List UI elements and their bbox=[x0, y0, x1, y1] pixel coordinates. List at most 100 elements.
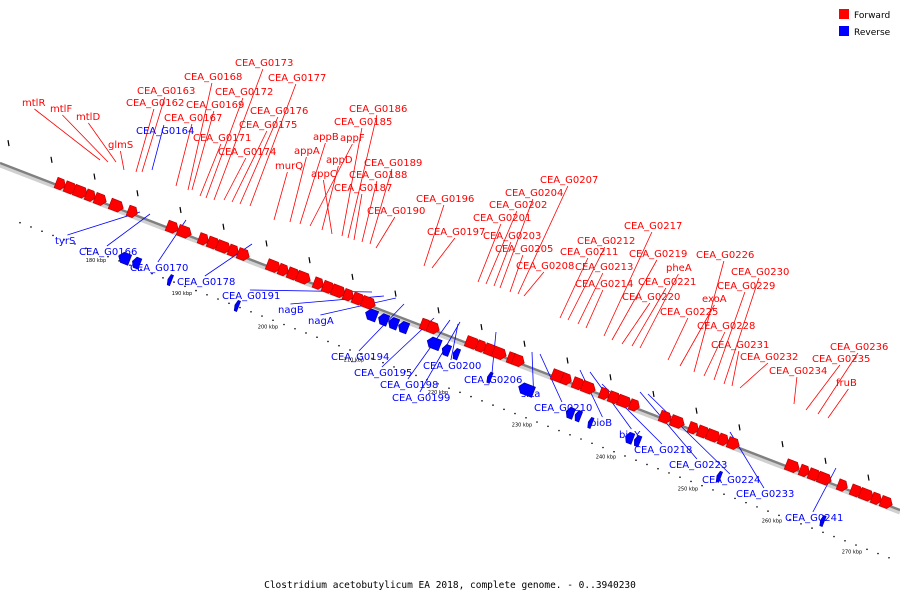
scale-dot bbox=[294, 327, 296, 330]
forward-gene-arrow bbox=[510, 353, 525, 368]
reverse-gene-label: CEA_G0195 bbox=[354, 368, 412, 379]
reverse-gene-label: CEA_G0210 bbox=[534, 403, 592, 414]
guide-dash bbox=[695, 407, 698, 414]
forward-label-leader bbox=[205, 97, 244, 199]
reverse-gene-arrow bbox=[388, 317, 401, 331]
scale-dot bbox=[580, 438, 582, 440]
forward-label-leader bbox=[213, 68, 264, 201]
forward-gene-arrow bbox=[704, 428, 721, 443]
guide-dash bbox=[50, 156, 53, 163]
scale-dot bbox=[382, 361, 384, 364]
reverse-gene-label: srta bbox=[521, 389, 540, 400]
forward-gene-label: CEA_G0162 bbox=[126, 98, 184, 109]
reverse-gene-arrow bbox=[587, 417, 595, 429]
forward-gene-arrow bbox=[329, 283, 346, 299]
reverse-gene-label: CEA_G0194 bbox=[331, 352, 389, 363]
forward-label-leader bbox=[273, 171, 288, 221]
forward-label-leader bbox=[693, 260, 725, 373]
reverse-gene-label: CEA_G0170 bbox=[130, 263, 188, 274]
forward-gene-label: CEA_G0235 bbox=[812, 354, 870, 365]
forward-gene-label: CEA_G0197 bbox=[427, 227, 485, 238]
reverse-gene-arrow bbox=[166, 274, 174, 287]
reverse-label-leader bbox=[647, 393, 731, 475]
scale-dot bbox=[811, 527, 813, 529]
reverse-gene-label: CEA_G0200 bbox=[423, 361, 481, 372]
forward-gene-label: CEA_G0234 bbox=[769, 366, 827, 377]
scale-tick-label: 190 kbp bbox=[172, 291, 192, 297]
forward-label-leader bbox=[191, 110, 215, 191]
scale-dot bbox=[217, 298, 219, 300]
forward-gene-label: CEA_G0204 bbox=[505, 188, 563, 199]
forward-gene-arrow bbox=[797, 463, 810, 478]
scale-dot bbox=[305, 332, 307, 334]
forward-gene-arrow bbox=[857, 487, 874, 502]
scale-dot bbox=[481, 400, 483, 402]
forward-gene-label: mtlF bbox=[50, 104, 72, 115]
forward-gene-arrow bbox=[294, 269, 311, 285]
scale-dot bbox=[723, 493, 725, 495]
scale-dot bbox=[525, 417, 527, 419]
reverse-gene-label: bioB bbox=[590, 418, 612, 429]
forward-gene-arrow bbox=[83, 188, 96, 202]
scale-dot bbox=[195, 289, 197, 292]
scale-dot bbox=[844, 539, 846, 542]
forward-label-leader bbox=[88, 122, 117, 163]
reverse-gene-label: CEA_G0241 bbox=[785, 513, 843, 524]
forward-gene-label: CEA_G0228 bbox=[697, 321, 755, 332]
forward-label-leader bbox=[713, 291, 746, 381]
guide-dash bbox=[136, 190, 139, 197]
forward-gene-label: CEA_G0225 bbox=[660, 307, 718, 318]
scale-dot bbox=[316, 336, 318, 339]
forward-label-leader bbox=[431, 237, 456, 269]
forward-gene-arrow bbox=[686, 421, 699, 435]
forward-gene-label: CEA_G0202 bbox=[489, 200, 547, 211]
forward-gene-label: exoA bbox=[702, 294, 727, 305]
forward-gene-arrow bbox=[597, 386, 610, 401]
forward-gene-label: appA bbox=[294, 146, 320, 157]
forward-gene-label: mtlR bbox=[22, 98, 45, 109]
forward-gene-arrow bbox=[627, 398, 640, 412]
scale-dot bbox=[261, 315, 263, 317]
forward-gene-arrow bbox=[615, 393, 632, 409]
scale-tick-label: 250 kbp bbox=[678, 486, 698, 492]
forward-label-leader bbox=[135, 108, 155, 173]
forward-gene-arrow bbox=[276, 262, 289, 277]
forward-gene-label: appC bbox=[311, 169, 337, 180]
reverse-gene-arrow bbox=[452, 347, 462, 361]
reverse-label-leader bbox=[151, 124, 165, 171]
forward-gene-label: CEA_G0176 bbox=[250, 106, 308, 117]
reverse-gene-arrow bbox=[365, 308, 380, 323]
forward-label-leader bbox=[703, 331, 726, 377]
forward-gene-label: CEA_G0219 bbox=[629, 249, 687, 260]
forward-gene-arrow bbox=[559, 372, 572, 386]
forward-label-leader bbox=[120, 150, 125, 171]
scale-dot bbox=[822, 531, 824, 534]
scale-dot bbox=[448, 387, 450, 389]
forward-gene-arrow bbox=[71, 183, 88, 199]
scale-dot bbox=[206, 294, 208, 296]
reverse-gene-label: tyrS bbox=[55, 236, 75, 247]
reverse-gene-arrow bbox=[574, 410, 584, 423]
reverse-gene-label: CEA_G0224 bbox=[702, 475, 760, 486]
scale-dot bbox=[52, 234, 54, 237]
scale-dot bbox=[734, 497, 736, 500]
guide-dash bbox=[7, 140, 10, 147]
guide-dash bbox=[265, 240, 268, 247]
scale-dot bbox=[371, 357, 373, 360]
reverse-gene-label: bioY bbox=[619, 430, 641, 441]
forward-label-leader bbox=[567, 246, 606, 321]
forward-label-leader bbox=[577, 272, 604, 325]
forward-gene-label: glmS bbox=[108, 140, 133, 151]
guide-dash bbox=[566, 357, 569, 364]
scale-dot bbox=[679, 476, 681, 478]
guide-dash bbox=[179, 206, 182, 214]
scale-dot bbox=[602, 446, 604, 449]
guide-dash bbox=[394, 290, 397, 297]
guide-dash bbox=[781, 441, 784, 448]
scale-dot bbox=[778, 514, 780, 517]
reverse-gene-label: CEA_G0223 bbox=[669, 460, 727, 471]
forward-label-leader bbox=[62, 114, 109, 163]
guide-dash bbox=[609, 374, 612, 381]
forward-gene-arrow bbox=[668, 414, 685, 429]
scale-dot bbox=[327, 340, 329, 343]
